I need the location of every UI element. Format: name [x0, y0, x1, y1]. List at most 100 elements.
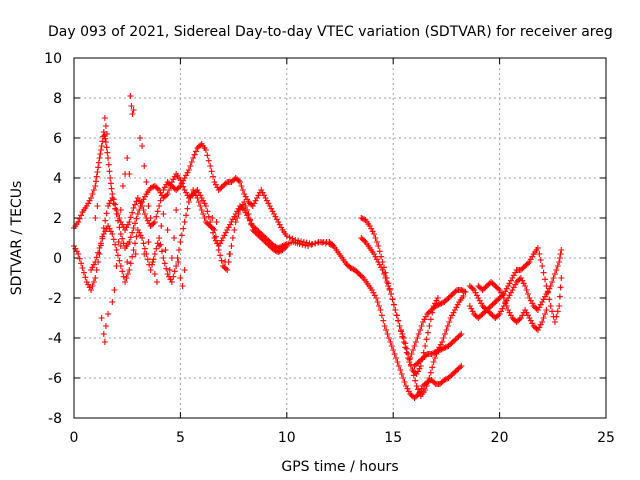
data-point — [462, 289, 469, 295]
data-point — [82, 274, 89, 281]
data-point — [236, 207, 243, 213]
data-point — [140, 207, 147, 213]
data-point — [296, 241, 303, 247]
data-point — [499, 305, 506, 312]
data-point — [166, 187, 173, 193]
data-point — [498, 308, 505, 315]
data-point — [141, 251, 148, 257]
y-tick-label: -6 — [48, 371, 62, 387]
data-point — [276, 248, 283, 255]
data-point — [510, 284, 517, 291]
data-point — [507, 289, 514, 296]
data-point — [194, 195, 201, 201]
data-point — [515, 317, 522, 324]
data-point — [236, 179, 243, 185]
data-point — [124, 155, 131, 161]
data-point — [438, 346, 445, 353]
data-point — [312, 240, 319, 247]
data-point — [393, 355, 400, 361]
data-point — [89, 191, 96, 197]
data-point — [140, 196, 147, 203]
data-point — [151, 251, 158, 257]
data-point — [530, 323, 537, 329]
data-point — [427, 316, 434, 323]
data-point — [112, 241, 119, 248]
data-point — [275, 249, 282, 255]
data-point — [505, 307, 512, 313]
plot-frame — [73, 57, 607, 419]
data-point — [448, 372, 455, 379]
data-point — [385, 335, 392, 341]
data-point — [127, 234, 134, 241]
data-point — [158, 223, 165, 229]
data-point — [126, 219, 133, 225]
data-point — [424, 329, 431, 336]
data-point — [241, 199, 248, 205]
data-point — [272, 213, 279, 220]
data-point — [141, 193, 148, 200]
data-point — [175, 184, 182, 191]
data-point — [140, 240, 147, 247]
data-point — [170, 176, 177, 183]
data-point — [500, 295, 507, 301]
data-point — [551, 271, 558, 277]
data-point — [153, 184, 160, 191]
data-point — [214, 240, 221, 247]
data-point — [161, 193, 168, 200]
data-point — [226, 251, 233, 257]
data-point — [184, 169, 191, 176]
data-point — [451, 337, 458, 344]
data-point — [170, 184, 177, 191]
data-point — [280, 245, 287, 252]
data-point — [289, 235, 296, 242]
data-point — [190, 155, 197, 161]
data-point — [228, 243, 235, 249]
data-point — [300, 239, 307, 245]
data-point — [164, 179, 171, 185]
data-point — [437, 301, 444, 307]
data-point — [114, 217, 121, 224]
data-point — [183, 189, 190, 196]
data-point — [213, 219, 220, 225]
data-point — [553, 313, 560, 320]
data-point — [489, 301, 496, 308]
data-point — [475, 283, 482, 289]
data-point — [161, 184, 168, 191]
data-point — [421, 353, 428, 360]
data-point — [469, 308, 476, 315]
data-point — [161, 260, 168, 267]
data-point — [526, 315, 533, 321]
data-point — [451, 369, 458, 376]
data-point — [204, 152, 211, 159]
data-point — [235, 211, 242, 217]
data-point — [154, 240, 161, 247]
data-point — [79, 265, 86, 271]
data-point — [424, 311, 431, 317]
data-point — [374, 299, 381, 305]
data-point — [492, 283, 499, 289]
data-point — [227, 221, 234, 228]
data-point — [468, 284, 475, 291]
data-point — [184, 205, 191, 212]
data-point — [134, 195, 141, 201]
data-point — [482, 284, 489, 291]
data-point — [272, 247, 279, 254]
data-point — [450, 309, 457, 316]
data-point — [168, 255, 175, 261]
data-point — [385, 280, 392, 287]
data-point — [414, 335, 421, 341]
data-point — [141, 245, 148, 252]
data-point — [188, 191, 195, 197]
data-point — [469, 285, 476, 292]
data-point — [522, 307, 529, 313]
data-point — [197, 142, 204, 149]
data-point — [539, 319, 546, 325]
data-point — [452, 288, 459, 295]
data-point — [255, 232, 262, 239]
data-point — [449, 339, 456, 345]
data-point — [392, 307, 399, 313]
data-point — [286, 234, 293, 241]
data-point — [141, 163, 148, 169]
data-point — [134, 227, 141, 233]
data-point — [242, 209, 249, 216]
